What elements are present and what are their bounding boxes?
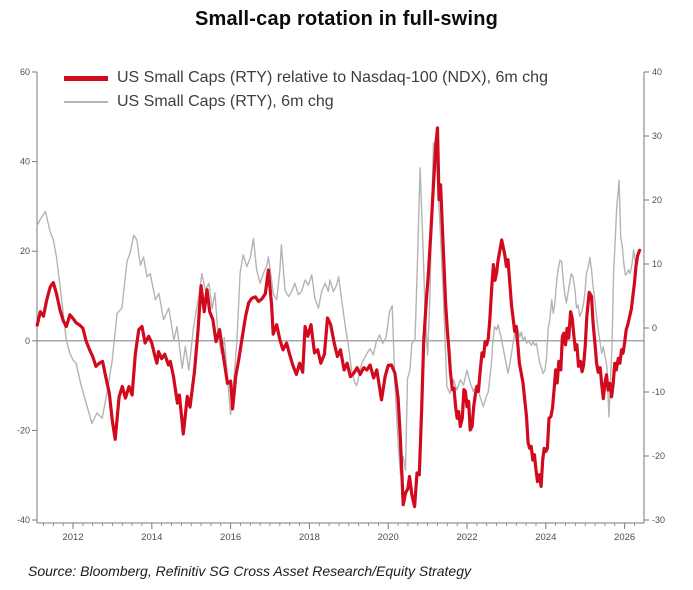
x-tick-label: 2026 (614, 532, 635, 543)
y-right-tick-label: 20 (652, 195, 662, 205)
legend-label: US Small Caps (RTY) relative to Nasdaq-1… (117, 69, 548, 86)
legend-item-relative: US Small Caps (RTY) relative to Nasdaq-1… (64, 66, 548, 90)
chart-title: Small-cap rotation in full-swing (194, 8, 499, 30)
legend: US Small Caps (RTY) relative to Nasdaq-1… (64, 66, 548, 114)
y-right-tick-label: 40 (652, 67, 662, 77)
y-left-tick-label: -20 (17, 425, 30, 435)
x-tick-label: 2020 (378, 532, 399, 543)
x-tick-label: 2012 (62, 532, 83, 543)
y-right-tick-label: 0 (652, 323, 657, 333)
red-line-swatch (64, 75, 108, 81)
y-left-tick-label: 40 (20, 157, 30, 167)
series-red-line (35, 126, 642, 509)
y-left-tick-label: -40 (17, 515, 30, 525)
gray-line-swatch (64, 101, 108, 103)
x-tick-label: 2024 (535, 532, 556, 543)
legend-label: US Small Caps (RTY), 6m chg (117, 93, 334, 110)
y-right-tick-label: -30 (652, 515, 665, 525)
y-left-tick-label: 0 (25, 336, 30, 346)
y-right-tick-label: -20 (652, 451, 665, 461)
legend-item-rty: US Small Caps (RTY), 6m chg (64, 90, 548, 114)
y-right-tick-label: 10 (652, 259, 662, 269)
x-tick-label: 2014 (141, 532, 162, 543)
x-tick-label: 2016 (220, 532, 241, 543)
x-tick-label: 2022 (456, 532, 477, 543)
x-tick-label: 2018 (299, 532, 320, 543)
y-right-tick-label: 30 (652, 131, 662, 141)
y-right-tick-label: -10 (652, 387, 665, 397)
series-gray-line (36, 142, 637, 474)
source-note: Source: Bloomberg, Refinitiv SG Cross As… (28, 563, 471, 579)
y-left-tick-label: 60 (20, 67, 30, 77)
y-left-tick-label: 20 (20, 246, 30, 256)
